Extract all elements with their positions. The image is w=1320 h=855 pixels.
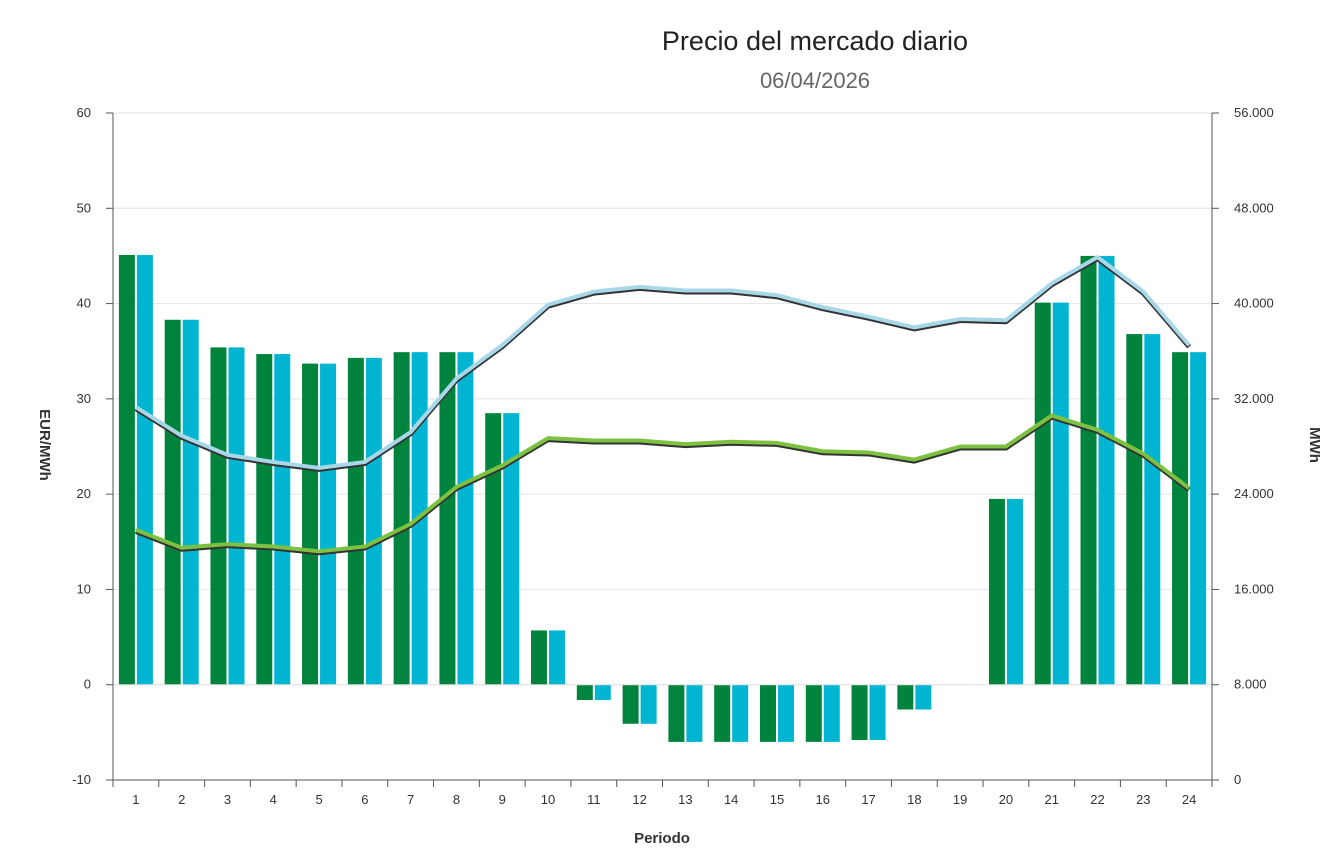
line-series-1 bbox=[134, 255, 1191, 470]
bar-series1-17 bbox=[851, 684, 868, 740]
x-tick-label: 21 bbox=[1044, 792, 1058, 807]
x-tick-label: 19 bbox=[953, 792, 967, 807]
y-tick-label: 40 bbox=[77, 296, 91, 311]
x-tick-label: 22 bbox=[1090, 792, 1104, 807]
bar-series1-20 bbox=[988, 498, 1005, 685]
bar-series2-3 bbox=[228, 347, 245, 685]
bar-series1-1 bbox=[118, 254, 135, 685]
x-axis-label: Periodo bbox=[634, 830, 690, 847]
bar-series2-1 bbox=[136, 254, 153, 685]
bar-series2-18 bbox=[915, 684, 932, 710]
x-tick-label: 13 bbox=[678, 792, 692, 807]
x-tick-label: 2 bbox=[178, 792, 185, 807]
x-tick-label: 8 bbox=[453, 792, 460, 807]
y2-tick-label: 48.000 bbox=[1234, 200, 1274, 215]
bar-series1-21 bbox=[1034, 302, 1051, 685]
chart-subtitle: 06/04/2026 bbox=[760, 68, 870, 93]
line-series-2 bbox=[135, 413, 1191, 554]
x-tick-label: 18 bbox=[907, 792, 921, 807]
y-tick-label: -10 bbox=[72, 772, 91, 787]
bar-series2-20 bbox=[1006, 498, 1023, 685]
bar-series1-9 bbox=[485, 413, 502, 685]
bar-series2-14 bbox=[732, 684, 749, 742]
bar-series1-11 bbox=[576, 684, 593, 700]
bar-series2-15 bbox=[777, 684, 794, 742]
x-tick-label: 5 bbox=[315, 792, 322, 807]
bar-series2-21 bbox=[1052, 302, 1069, 685]
bar-series2-24 bbox=[1190, 352, 1207, 685]
x-tick-label: 4 bbox=[270, 792, 277, 807]
bars bbox=[113, 254, 1212, 742]
bar-series1-13 bbox=[668, 684, 685, 742]
lines bbox=[134, 255, 1192, 556]
x-tick-label: 12 bbox=[632, 792, 646, 807]
y2-tick-label: 40.000 bbox=[1234, 296, 1274, 311]
y-tick-label: 20 bbox=[77, 486, 91, 501]
bar-series2-22 bbox=[1098, 255, 1115, 685]
bar-series1-18 bbox=[897, 684, 914, 710]
x-tick-label: 10 bbox=[541, 792, 555, 807]
y-tick-label: 60 bbox=[77, 105, 91, 120]
x-tick-label: 14 bbox=[724, 792, 738, 807]
y2-tick-label: 24.000 bbox=[1234, 486, 1274, 501]
x-tick-label: 3 bbox=[224, 792, 231, 807]
x-tick-label: 17 bbox=[861, 792, 875, 807]
bar-series2-23 bbox=[1144, 334, 1161, 685]
line-shadow-2 bbox=[134, 414, 1191, 556]
y2-tick-label: 8.000 bbox=[1234, 677, 1267, 692]
x-tick-label: 15 bbox=[770, 792, 784, 807]
y2-tick-label: 32.000 bbox=[1234, 391, 1274, 406]
y2-axis-label: MWh bbox=[1306, 427, 1320, 463]
bar-series2-13 bbox=[686, 684, 703, 742]
bar-series1-12 bbox=[622, 684, 639, 724]
bar-series2-6 bbox=[365, 357, 382, 685]
x-tick-label: 16 bbox=[816, 792, 830, 807]
bar-series1-4 bbox=[256, 354, 273, 685]
bar-series1-22 bbox=[1080, 255, 1097, 685]
bar-series2-5 bbox=[320, 363, 337, 685]
x-tick-label: 20 bbox=[999, 792, 1013, 807]
x-tick-label: 23 bbox=[1136, 792, 1150, 807]
bar-series1-2 bbox=[164, 319, 181, 685]
bar-series2-12 bbox=[640, 684, 657, 724]
bar-series1-7 bbox=[393, 352, 410, 685]
bar-series2-4 bbox=[274, 354, 291, 685]
bar-series2-2 bbox=[182, 319, 199, 685]
bar-series1-24 bbox=[1172, 352, 1189, 685]
x-tick-label: 1 bbox=[132, 792, 139, 807]
bar-series2-9 bbox=[503, 413, 520, 685]
x-tick-label: 11 bbox=[587, 792, 601, 807]
x-tick-label: 9 bbox=[499, 792, 506, 807]
y-tick-label: 10 bbox=[77, 581, 91, 596]
bar-series1-15 bbox=[759, 684, 776, 742]
y-tick-label: 30 bbox=[77, 391, 91, 406]
bar-series1-14 bbox=[714, 684, 731, 742]
bar-series2-8 bbox=[457, 352, 474, 685]
y2-tick-label: 0 bbox=[1234, 772, 1241, 787]
y2-tick-label: 16.000 bbox=[1234, 581, 1274, 596]
bar-series1-23 bbox=[1126, 334, 1143, 685]
bar-series1-5 bbox=[302, 363, 319, 685]
bar-series1-16 bbox=[805, 684, 822, 742]
bar-series2-16 bbox=[823, 684, 840, 742]
y-tick-label: 50 bbox=[77, 200, 91, 215]
x-tick-label: 6 bbox=[361, 792, 368, 807]
bar-series1-10 bbox=[531, 630, 548, 685]
bar-series1-6 bbox=[347, 357, 364, 685]
chart-title: Precio del mercado diario bbox=[662, 26, 968, 56]
gridlines bbox=[113, 112, 1212, 686]
x-tick-label: 7 bbox=[407, 792, 414, 807]
y-tick-label: 0 bbox=[84, 677, 91, 692]
y2-tick-label: 56.000 bbox=[1234, 105, 1274, 120]
y-axis-label: EUR/MWh bbox=[36, 409, 53, 481]
x-tick-label: 24 bbox=[1182, 792, 1196, 807]
axes: -10 0 10 20 30 40 50 60 0 8.000 16.000 24.000 32.000… bbox=[72, 105, 1274, 807]
bar-series2-11 bbox=[594, 684, 611, 700]
bar-series1-3 bbox=[210, 347, 227, 685]
bar-series2-17 bbox=[869, 684, 886, 740]
bar-series2-10 bbox=[549, 630, 566, 685]
bar-series1-8 bbox=[439, 352, 456, 685]
